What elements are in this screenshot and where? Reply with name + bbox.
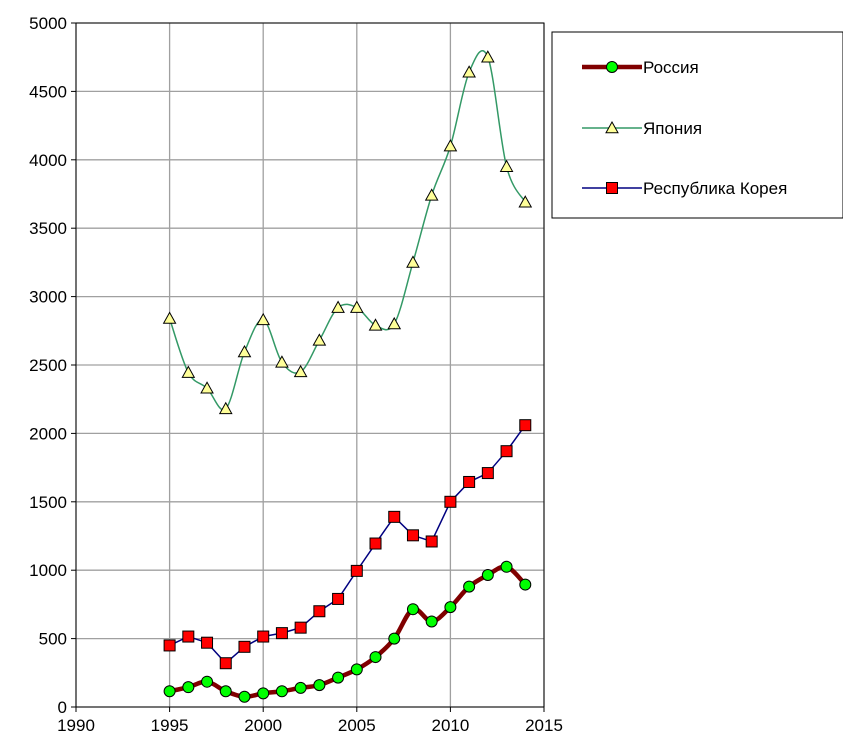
point-s2-1997 [200, 381, 214, 394]
point-s1-2014 [519, 578, 532, 591]
y-axis-ticks: 0 500 1000 1500 2000 2500 3000 3500 4000 4500 5000 [29, 14, 76, 717]
point-s2-2008 [406, 255, 420, 268]
point-s2-2001 [275, 355, 289, 368]
point-s3-2001 [275, 627, 288, 640]
y-tick-label-4500: 4500 [29, 82, 67, 101]
point-s3-1997 [201, 636, 214, 649]
point-s2-2000 [256, 312, 271, 326]
point-s2-2006 [368, 318, 383, 331]
point-s1-2007 [388, 632, 401, 645]
x-axis-ticks: 1990 1995 2000 2005 2010 2015 [57, 707, 563, 735]
point-s3-2012 [481, 467, 494, 480]
point-s1-2013 [500, 560, 513, 573]
legend: Россия Япония Республика Корея [551, 31, 843, 219]
point-s1-1999 [238, 690, 251, 703]
series-2 [162, 50, 533, 415]
point-s1-2011 [463, 580, 476, 593]
point-s2-2004 [331, 300, 345, 313]
point-s1-2003 [313, 679, 326, 692]
point-s1-2002 [294, 681, 307, 694]
legend-marker-2 [605, 120, 619, 134]
point-s1-1998 [219, 685, 232, 698]
y-tick-label-3500: 3500 [29, 219, 67, 238]
grid-lines [75, 22, 545, 708]
point-s3-2006 [369, 537, 382, 550]
point-s3-2000 [257, 630, 270, 643]
y-tick-label-5000: 5000 [29, 14, 67, 33]
point-s2-2005 [349, 300, 364, 313]
legend-label-1: Россия [643, 58, 699, 77]
point-s1-2005 [350, 663, 363, 676]
point-s3-2002 [294, 621, 307, 634]
point-s2-1996 [181, 365, 196, 378]
legend-label-2: Япония [643, 119, 702, 138]
x-tick-label-2010: 2010 [431, 716, 469, 735]
point-s1-1996 [182, 681, 195, 694]
x-tick-label-1990: 1990 [57, 716, 95, 735]
point-s1-2000 [257, 687, 270, 700]
series-line-3 [169, 424, 526, 664]
point-s1-2010 [444, 601, 457, 614]
y-tick-label-0: 0 [58, 698, 67, 717]
y-tick-label-1500: 1500 [29, 493, 67, 512]
legend-label-3: Республика Корея [643, 179, 787, 198]
point-s3-2014 [519, 419, 532, 432]
point-s1-2006 [369, 651, 382, 664]
point-s2-1999 [237, 344, 252, 358]
x-tick-label-2000: 2000 [244, 716, 282, 735]
point-s1-2001 [275, 685, 288, 698]
point-s3-2003 [313, 605, 326, 618]
point-s2-2007 [387, 316, 402, 330]
point-s2-2011 [462, 65, 476, 78]
point-s3-1998 [219, 657, 232, 670]
series-layer [162, 50, 533, 703]
point-s3-1996 [182, 630, 195, 643]
point-s1-2012 [481, 568, 494, 581]
series-1 [163, 560, 532, 703]
y-tick-label-1000: 1000 [29, 561, 67, 580]
point-s1-2008 [406, 603, 419, 616]
y-tick-label-500: 500 [39, 630, 67, 649]
legend-marker-3 [606, 182, 618, 194]
legend-marker-1 [606, 61, 618, 73]
point-s2-2002 [293, 364, 308, 378]
point-s1-2004 [332, 671, 345, 684]
x-tick-label-2015: 2015 [525, 716, 563, 735]
point-s2-2003 [312, 333, 327, 346]
point-s1-1997 [201, 675, 214, 688]
y-tick-label-2000: 2000 [29, 424, 67, 443]
point-s3-1995 [163, 639, 176, 652]
point-s2-1995 [162, 311, 177, 324]
point-s2-2013 [499, 159, 514, 172]
point-s3-2005 [350, 564, 363, 577]
x-tick-label-2005: 2005 [338, 716, 376, 735]
point-s3-1999 [238, 640, 251, 653]
point-s3-2011 [463, 475, 476, 488]
series-3 [163, 419, 532, 670]
y-tick-label-2500: 2500 [29, 356, 67, 375]
point-s3-2009 [425, 535, 438, 548]
point-s2-2009 [424, 188, 439, 201]
point-s3-2013 [500, 445, 513, 458]
y-tick-label-4000: 4000 [29, 151, 67, 170]
point-s2-1998 [218, 401, 233, 415]
point-s3-2010 [444, 495, 457, 508]
point-s3-2008 [406, 529, 419, 542]
point-s1-2009 [425, 615, 438, 628]
series-line-2 [168, 50, 526, 411]
y-tick-label-3000: 3000 [29, 288, 67, 307]
point-s2-2014 [518, 195, 533, 208]
x-tick-label-1995: 1995 [151, 716, 189, 735]
point-s2-2010 [443, 139, 458, 152]
legend-box [551, 31, 843, 219]
point-s3-2004 [332, 592, 345, 605]
point-s2-2012 [480, 50, 495, 63]
point-s3-2007 [388, 510, 401, 523]
point-s1-1995 [163, 685, 176, 698]
